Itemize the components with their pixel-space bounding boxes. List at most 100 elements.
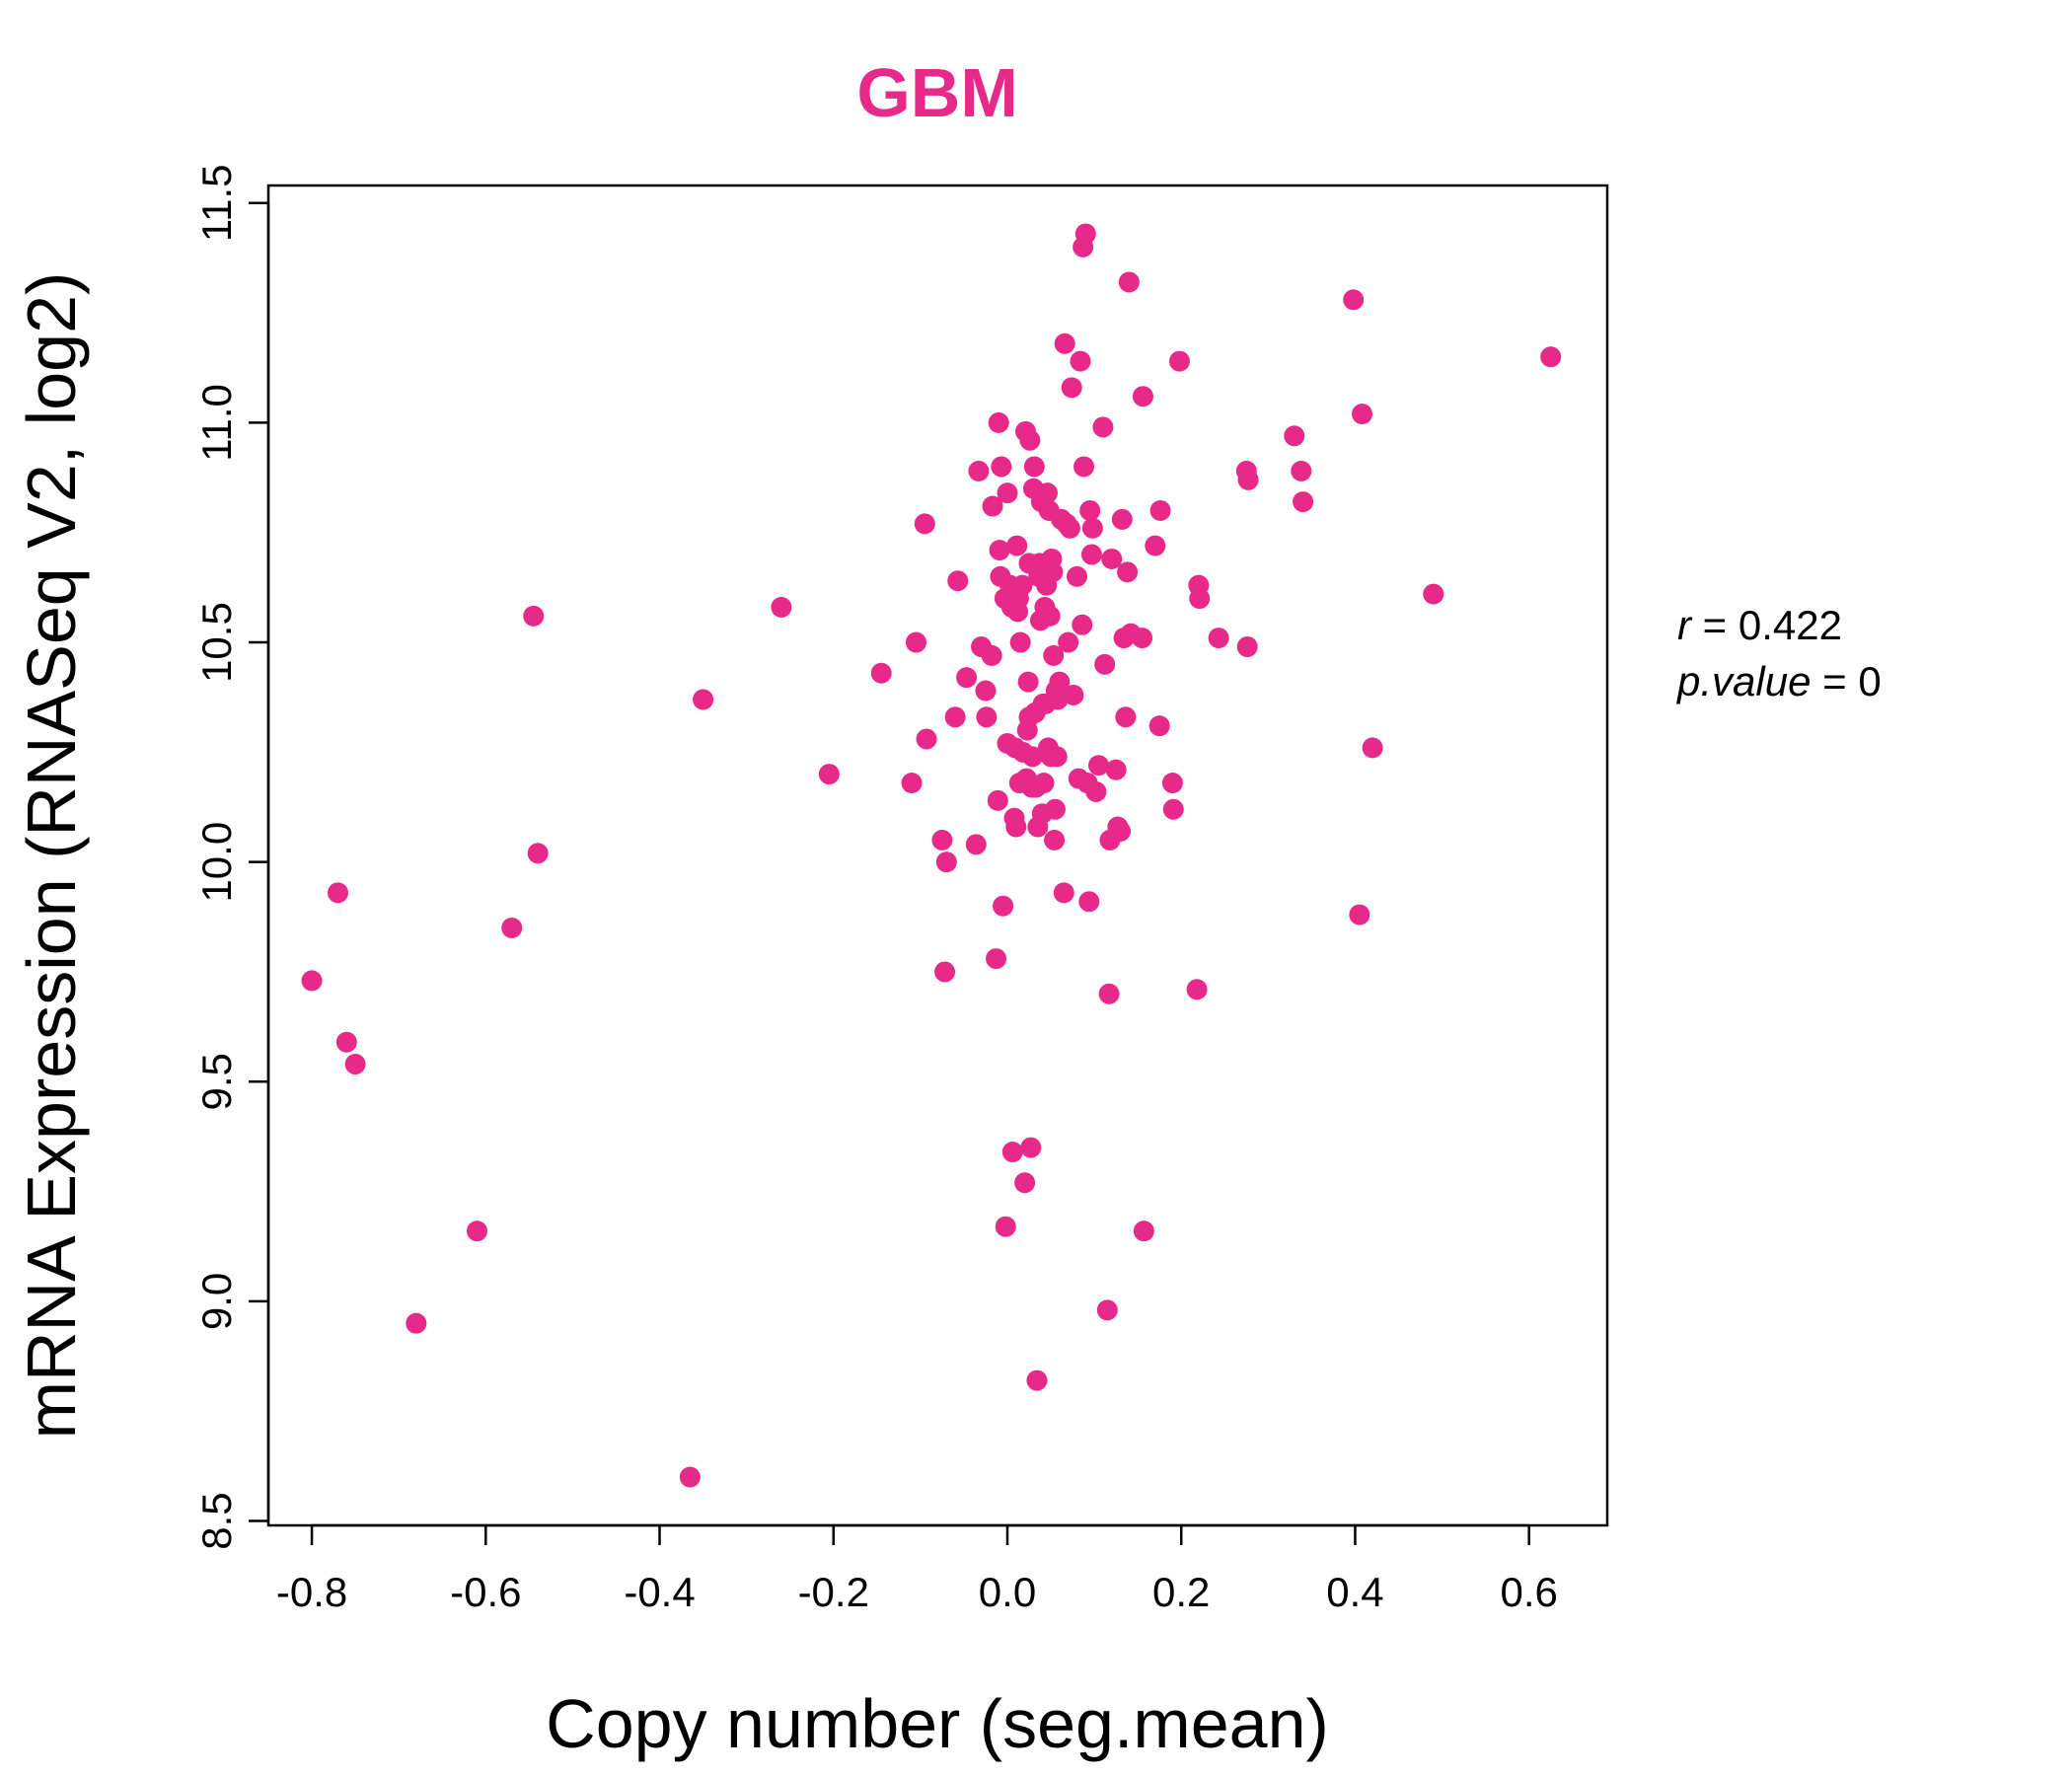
data-point (956, 667, 978, 689)
y-tick-label: 9.0 (193, 1273, 240, 1330)
data-point (995, 1216, 1016, 1237)
data-point (501, 917, 523, 938)
data-point (1362, 737, 1383, 759)
data-point (914, 513, 935, 535)
data-point (1132, 628, 1153, 649)
data-point (1054, 333, 1075, 354)
data-point (1189, 588, 1211, 610)
data-point (1001, 1142, 1023, 1163)
data-point (466, 1221, 487, 1242)
data-point (527, 843, 549, 864)
y-tick-label: 8.5 (193, 1492, 240, 1549)
p-value: 0 (1858, 658, 1881, 704)
data-point (1005, 816, 1027, 838)
data-point (986, 948, 1007, 970)
data-point (947, 570, 969, 592)
data-point (987, 789, 1008, 811)
data-point (1053, 882, 1074, 904)
y-axis-title: mRNA Expression (RNASeq V2, log2) (13, 272, 90, 1440)
data-point (1096, 1299, 1118, 1321)
data-point (1168, 350, 1190, 372)
data-point (1006, 535, 1028, 556)
p-equals: = (1822, 658, 1858, 704)
data-point (1101, 548, 1123, 569)
correlation-annotation: r = 0.422 p.value = 0 (1675, 602, 1882, 704)
data-point (1072, 614, 1093, 635)
p-label: p.value (1675, 658, 1811, 704)
data-point (968, 460, 990, 481)
data-point (335, 1031, 357, 1053)
r-value: 0.422 (1739, 602, 1842, 648)
data-point (1009, 631, 1031, 653)
data-point (523, 605, 545, 627)
data-point (1026, 1369, 1048, 1391)
data-point (1088, 755, 1110, 777)
y-tick-label: 11.0 (193, 384, 240, 462)
data-point (344, 1053, 366, 1074)
data-point (1014, 1172, 1036, 1194)
data-point (997, 482, 1018, 504)
data-point (1073, 456, 1095, 478)
data-point (1161, 773, 1183, 794)
data-point (1349, 904, 1370, 925)
data-point (1043, 644, 1065, 666)
data-point (1092, 416, 1114, 438)
x-tick-label: 0.0 (979, 1569, 1036, 1615)
data-point (976, 706, 998, 728)
data-point (327, 882, 348, 904)
data-point (916, 728, 937, 750)
data-point (1022, 746, 1044, 768)
data-point (1118, 271, 1140, 293)
data-point (965, 834, 987, 855)
data-point (989, 540, 1010, 561)
r-annotation: r = 0.422 (1677, 602, 1842, 648)
y-tick-label: 10.0 (193, 822, 240, 903)
data-point (1046, 746, 1068, 768)
y-tick-label: 9.5 (193, 1053, 240, 1110)
x-tick-label: -0.4 (624, 1569, 695, 1615)
y-tick-label: 10.5 (193, 602, 240, 683)
r-equals: = (1703, 602, 1739, 648)
data-point (1186, 979, 1208, 1000)
data-point (1145, 535, 1166, 556)
data-point (1291, 460, 1312, 481)
data-point (1115, 706, 1137, 728)
x-tick-label: 0.6 (1500, 1569, 1557, 1615)
data-point (1058, 631, 1079, 653)
data-point (982, 495, 1003, 517)
data-point (1081, 517, 1103, 539)
x-axis: -0.8 -0.6 -0.4 -0.2 0.0 0.2 0.4 0.6 (276, 1523, 1558, 1615)
data-point (1098, 983, 1120, 1004)
data-point (1352, 404, 1373, 425)
data-point (988, 411, 1009, 433)
data-point (1020, 1137, 1042, 1158)
data-point (944, 706, 966, 728)
p-value-annotation: p.value = 0 (1675, 658, 1882, 704)
data-point (1133, 1221, 1154, 1242)
data-point (1132, 386, 1153, 407)
data-point (1117, 561, 1139, 583)
data-point (1063, 684, 1084, 705)
data-point (905, 631, 926, 653)
data-point (975, 680, 997, 702)
data-point (1162, 798, 1184, 820)
x-tick-label: -0.2 (798, 1569, 869, 1615)
data-point (1105, 759, 1127, 780)
data-point (771, 596, 792, 618)
data-point (1284, 425, 1305, 447)
data-point (406, 1312, 427, 1334)
data-point (935, 851, 957, 873)
data-point (1540, 346, 1562, 368)
data-point (1011, 574, 1033, 596)
data-point (301, 970, 323, 992)
data-point (993, 895, 1014, 917)
y-tick-label: 11.5 (193, 164, 240, 242)
x-tick-label: -0.6 (450, 1569, 521, 1615)
data-point (1059, 517, 1080, 539)
data-point (1208, 628, 1229, 649)
data-point (1111, 508, 1133, 530)
data-point (1094, 653, 1116, 675)
data-point (1039, 605, 1061, 627)
data-point (1079, 499, 1101, 521)
